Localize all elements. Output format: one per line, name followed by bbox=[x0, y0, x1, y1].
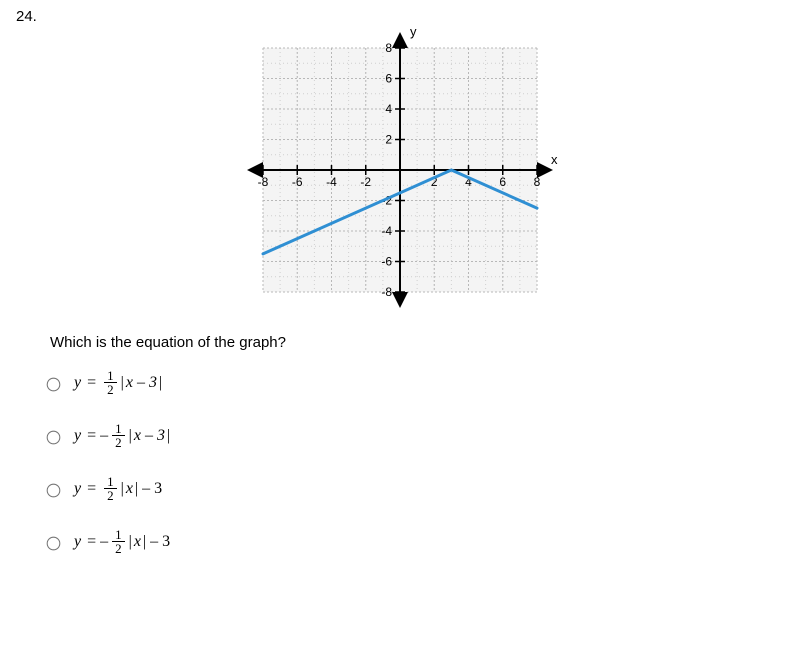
answer-options: y = 12|x – 3| y = – 12|x – 3| y = 12|x| – … bbox=[42, 369, 780, 555]
question-number: 24. bbox=[16, 8, 37, 25]
svg-text:8: 8 bbox=[534, 175, 541, 189]
answer-option-1: y = – 12|x – 3| bbox=[42, 422, 780, 449]
answer-radio-0[interactable] bbox=[47, 377, 61, 391]
chart-container: -8-8-6-6-4-4-2-222446688yx bbox=[20, 20, 780, 320]
graph-plot: -8-8-6-6-4-4-2-222446688yx bbox=[235, 20, 565, 320]
svg-text:-6: -6 bbox=[292, 175, 303, 189]
svg-text:y: y bbox=[410, 24, 417, 39]
svg-text:4: 4 bbox=[385, 102, 392, 116]
svg-text:-8: -8 bbox=[381, 285, 392, 299]
answer-equation-1: y = – 12|x – 3| bbox=[74, 422, 170, 449]
svg-text:8: 8 bbox=[385, 41, 392, 55]
svg-text:-2: -2 bbox=[360, 175, 371, 189]
svg-text:-4: -4 bbox=[381, 224, 392, 238]
question-prompt: Which is the equation of the graph? bbox=[50, 334, 780, 351]
svg-text:x: x bbox=[551, 152, 558, 167]
svg-text:-4: -4 bbox=[326, 175, 337, 189]
svg-text:-6: -6 bbox=[381, 255, 392, 269]
svg-text:6: 6 bbox=[499, 175, 506, 189]
answer-radio-1[interactable] bbox=[47, 430, 61, 444]
svg-text:6: 6 bbox=[385, 72, 392, 86]
answer-option-3: y = – 12|x| – 3 bbox=[42, 528, 780, 555]
answer-radio-2[interactable] bbox=[47, 483, 61, 497]
answer-equation-2: y = 12|x| – 3 bbox=[74, 475, 162, 502]
svg-text:-8: -8 bbox=[258, 175, 269, 189]
answer-equation-0: y = 12|x – 3| bbox=[74, 369, 162, 396]
answer-equation-3: y = – 12|x| – 3 bbox=[74, 528, 170, 555]
answer-option-0: y = 12|x – 3| bbox=[42, 369, 780, 396]
answer-option-2: y = 12|x| – 3 bbox=[42, 475, 780, 502]
answer-radio-3[interactable] bbox=[47, 536, 61, 550]
svg-text:2: 2 bbox=[385, 133, 392, 147]
